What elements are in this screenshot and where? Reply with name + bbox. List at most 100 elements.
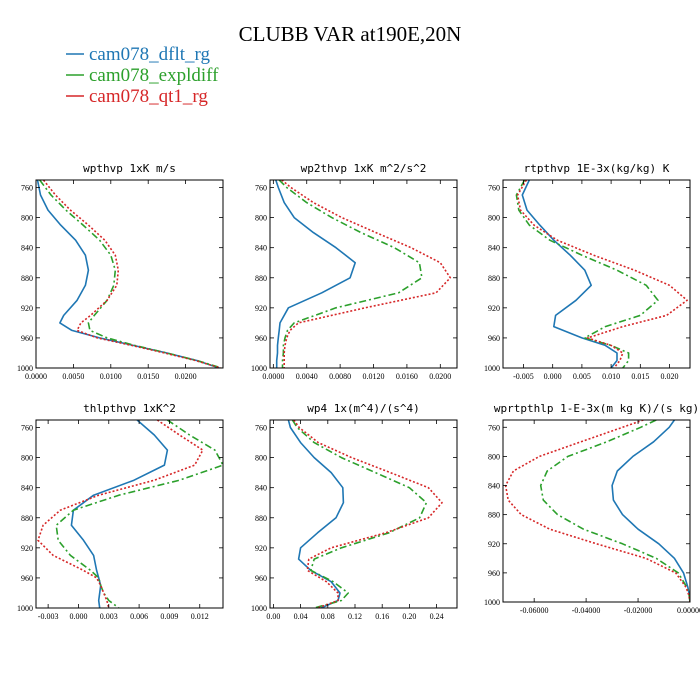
panel-6: wprtpthlp 1-E-3x(m kg K)/(s kg) 760 800 840…: [484, 402, 700, 615]
series-line-cam078_dflt_rg: [521, 180, 618, 368]
panel-5: wp4 1x(m^4)/(s^4)76080084088092096010000…: [251, 402, 458, 621]
y-tick-label: 960: [21, 574, 33, 583]
series-line-cam078_dflt_rg: [275, 180, 357, 368]
x-tick-label: 0.24: [430, 612, 444, 621]
series-line-cam078_expldiff: [39, 180, 222, 368]
panel-title: wp2thvp 1xK m^2/s^2: [301, 162, 427, 175]
legend-label: cam078_expldiff: [89, 65, 219, 86]
x-tick-label: 0.0050: [62, 372, 84, 381]
series-group: [287, 420, 443, 608]
panel-3: rtpthvp 1E-3x(kg/kg) K 760 800 840 880 920 960…: [484, 162, 691, 381]
y-tick-label: 960: [488, 569, 500, 578]
x-tick-label: 0.000: [544, 372, 562, 381]
y-tick-label: 960: [21, 334, 33, 343]
figure-title: CLUBB VAR at190E,20N: [239, 22, 462, 46]
panel-4: thlpthvp 1xK^2 760 800 840 880 920 960 1000 -0.0…: [17, 402, 224, 621]
y-tick-label: 920: [255, 544, 267, 553]
y-tick-label: 920: [488, 304, 500, 313]
series-line-cam078_expldiff: [515, 180, 659, 368]
plot-frame: [269, 179, 458, 369]
x-tick-label: 0.0200: [429, 372, 451, 381]
y-tick-label: 840: [21, 484, 33, 493]
x-tick-label: 0.015: [631, 372, 649, 381]
y-tick-label: 880: [21, 274, 33, 283]
series-line-cam078_dflt_rg: [70, 420, 169, 608]
y-tick-label: 880: [255, 514, 267, 523]
series-group: [275, 180, 452, 368]
y-tick-label: 880: [488, 511, 500, 520]
x-tick-label: 0.000: [69, 612, 87, 621]
series-line-cam078_expldiff: [291, 420, 428, 608]
y-tick-label: 760: [488, 423, 500, 432]
y-tick-label: 1000: [17, 604, 33, 613]
x-tick-label: 0.0000: [25, 372, 47, 381]
y-tick-label: 1000: [484, 364, 500, 373]
series-line-cam078_expldiff: [539, 420, 690, 602]
series-line-cam078_qt1_rg: [42, 180, 222, 368]
y-tick-label: 840: [255, 484, 267, 493]
y-tick-label: 800: [488, 214, 500, 223]
x-tick-label: 0.0150: [137, 372, 159, 381]
panel-title: rtpthvp 1E-3x(kg/kg) K: [524, 162, 670, 175]
x-tick-label: 0.0080: [329, 372, 351, 381]
panel-title: wp4 1x(m^4)/(s^4): [307, 402, 420, 415]
y-tick-label: 840: [21, 244, 33, 253]
y-tick-label: 800: [255, 214, 267, 223]
panel-1: wpthvp 1xK m/s76080084088092096010000.00…: [17, 162, 224, 381]
plot-frame: [35, 179, 224, 369]
x-tick-label: 0.04: [294, 612, 308, 621]
y-tick-label: 920: [255, 304, 267, 313]
x-tick-label: -0.04000: [572, 606, 601, 615]
x-tick-label: 0.020: [661, 372, 679, 381]
x-tick-label: -0.02000: [624, 606, 653, 615]
panel-title: wprtpthlp 1-E-3x(m kg K)/(s kg): [494, 402, 699, 415]
series-group: [37, 420, 223, 608]
x-tick-label: 0.006: [130, 612, 148, 621]
legend-label: cam078_qt1_rg: [89, 86, 208, 107]
series-line-cam078_qt1_rg: [504, 420, 690, 602]
y-tick-label: 920: [21, 544, 33, 553]
y-tick-label: 920: [21, 304, 33, 313]
y-tick-label: 880: [255, 274, 267, 283]
series-line-cam078_qt1_rg: [516, 180, 688, 368]
y-tick-label: 960: [255, 574, 267, 583]
plot-frame: [269, 419, 458, 609]
x-tick-label: -0.003: [38, 612, 59, 621]
x-tick-label: 0.010: [602, 372, 620, 381]
y-tick-label: 1000: [17, 364, 33, 373]
plot-frame: [502, 419, 691, 603]
panel-title: thlpthvp 1xK^2: [83, 402, 176, 415]
x-tick-label: 0.20: [402, 612, 416, 621]
y-tick-label: 760: [21, 184, 33, 193]
y-tick-label: 760: [21, 424, 33, 433]
y-tick-label: 960: [488, 334, 500, 343]
y-tick-label: 960: [255, 334, 267, 343]
y-tick-label: 880: [488, 274, 500, 283]
x-tick-label: 0.005: [573, 372, 591, 381]
y-tick-label: 1000: [251, 364, 267, 373]
y-tick-label: 800: [21, 454, 33, 463]
y-tick-label: 880: [21, 514, 33, 523]
x-tick-label: -0.005: [513, 372, 534, 381]
x-tick-label: 0.0000: [262, 372, 284, 381]
panels: wpthvp 1xK m/s76080084088092096010000.00…: [17, 162, 700, 621]
y-tick-label: 840: [255, 244, 267, 253]
y-tick-label: 760: [488, 184, 500, 193]
x-tick-label: 0.009: [160, 612, 178, 621]
x-tick-label: 0.00: [266, 612, 280, 621]
x-tick-label: 0.08: [321, 612, 335, 621]
series-group: [36, 180, 222, 368]
x-tick-label: 0.012: [191, 612, 209, 621]
x-tick-label: -0.06000: [520, 606, 549, 615]
x-tick-label: 0.0100: [100, 372, 122, 381]
plot-frame: [35, 419, 224, 609]
y-tick-label: 1000: [484, 598, 500, 607]
panel-title: wpthvp 1xK m/s: [83, 162, 176, 175]
series-line-cam078_qt1_rg: [281, 180, 452, 368]
series-group: [504, 420, 690, 602]
y-tick-label: 800: [255, 454, 267, 463]
x-tick-label: 0.16: [375, 612, 389, 621]
plot-frame: [502, 179, 691, 369]
series-group: [515, 180, 688, 368]
